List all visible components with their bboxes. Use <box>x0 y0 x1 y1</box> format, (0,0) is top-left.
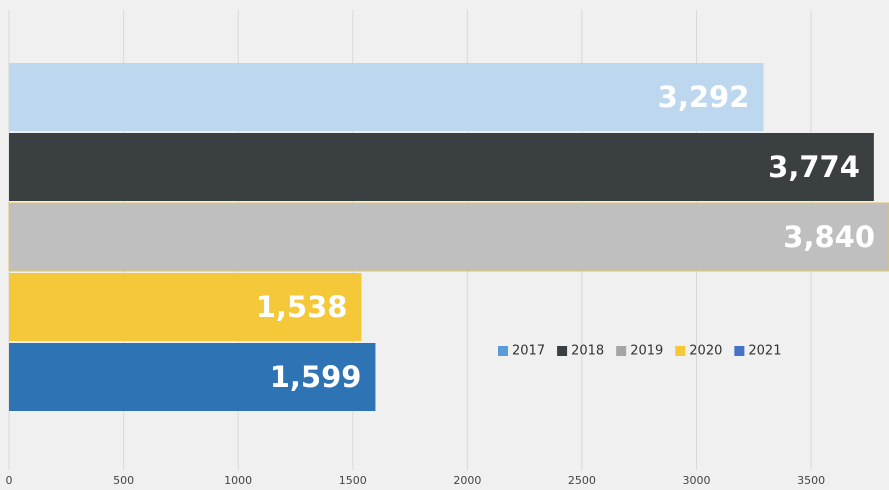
legend-swatch <box>557 346 568 356</box>
data-label: 3,292 <box>658 80 750 114</box>
legend-label: 2017 <box>512 344 545 359</box>
data-label: 3,840 <box>783 220 875 254</box>
legend-label: 2020 <box>689 344 722 359</box>
legend-label: 2019 <box>630 344 663 359</box>
bar <box>9 273 362 341</box>
x-tick-label: 500 <box>113 474 134 487</box>
legend-label: 2018 <box>571 344 604 359</box>
x-tick-label: 3000 <box>683 474 711 487</box>
bar <box>9 63 764 131</box>
data-label: 1,599 <box>270 360 362 394</box>
x-tick-label: 0 <box>6 474 13 487</box>
bar <box>9 133 874 201</box>
x-tick-label: 2500 <box>568 474 596 487</box>
x-tick-label: 2000 <box>453 474 481 487</box>
data-label: 1,538 <box>256 290 348 324</box>
x-tick-label: 1500 <box>339 474 367 487</box>
legend-swatch <box>734 346 745 356</box>
legend-swatch <box>498 346 508 356</box>
x-tick-label: 3500 <box>797 474 825 487</box>
bar <box>8 202 889 272</box>
legend-swatch <box>616 346 627 356</box>
data-label: 3,774 <box>768 150 860 184</box>
legend-label: 2021 <box>748 344 781 359</box>
bar <box>9 343 376 411</box>
legend-swatch <box>675 346 686 356</box>
x-tick-label: 1000 <box>224 474 252 487</box>
